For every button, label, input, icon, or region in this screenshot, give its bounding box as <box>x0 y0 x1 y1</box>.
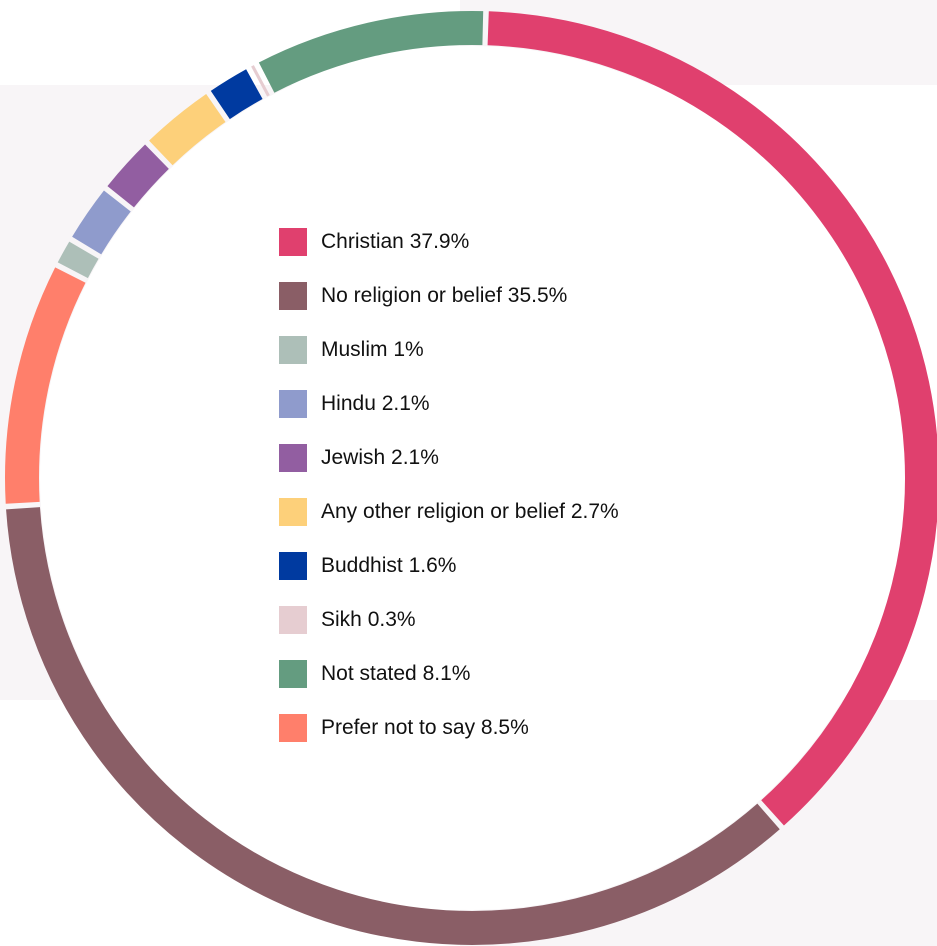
legend-value: 0.3% <box>368 608 416 631</box>
legend-swatch <box>279 336 307 364</box>
donut-segment <box>258 11 484 93</box>
legend-label: Sikh 0.3% <box>321 608 416 631</box>
legend-swatch <box>279 444 307 472</box>
donut-segment <box>107 144 169 208</box>
legend-label: No religion or belief 35.5% <box>321 284 567 307</box>
legend-name: Muslim <box>321 338 388 361</box>
donut-segment <box>57 241 99 279</box>
legend-value: 2.7% <box>571 500 619 523</box>
legend-name: Jewish <box>321 446 385 469</box>
legend-value: 2.1% <box>382 392 430 415</box>
legend-swatch <box>279 552 307 580</box>
donut-segment <box>251 65 270 97</box>
donut-segment <box>487 11 937 826</box>
legend-swatch <box>279 390 307 418</box>
legend-label: Any other religion or belief 2.7% <box>321 500 619 523</box>
legend-name: Not stated <box>321 662 417 685</box>
legend-label: Prefer not to say 8.5% <box>321 716 529 739</box>
legend-name: Buddhist <box>321 554 403 577</box>
legend-label: Muslim 1% <box>321 338 424 361</box>
donut-segment <box>6 507 780 945</box>
legend-swatch <box>279 660 307 688</box>
donut-segment <box>5 267 86 504</box>
legend-label: Jewish 2.1% <box>321 446 439 469</box>
legend-swatch <box>279 282 307 310</box>
legend-value: 1% <box>393 338 423 361</box>
donut-hole <box>40 46 904 910</box>
legend-swatch <box>279 228 307 256</box>
legend-label: Christian 37.9% <box>321 230 469 253</box>
legend-swatch <box>279 606 307 634</box>
legend-name: Hindu <box>321 392 376 415</box>
legend-value: 37.9% <box>410 230 470 253</box>
legend-name: Any other religion or belief <box>321 500 565 523</box>
donut-segment <box>210 69 263 120</box>
legend-name: Prefer not to say <box>321 716 476 739</box>
legend-value: 2.1% <box>391 446 439 469</box>
donut-segment <box>72 190 131 255</box>
legend-name: Sikh <box>321 608 362 631</box>
legend-swatch <box>279 714 307 742</box>
legend-name: Christian <box>321 230 404 253</box>
legend-name: No religion or belief <box>321 284 502 307</box>
legend-value: 8.1% <box>423 662 471 685</box>
legend-value: 8.5% <box>481 716 529 739</box>
legend-label: Buddhist 1.6% <box>321 554 456 577</box>
legend-value: 1.6% <box>409 554 457 577</box>
donut-segment <box>149 94 226 166</box>
legend-swatch <box>279 498 307 526</box>
legend-label: Not stated 8.1% <box>321 662 470 685</box>
legend-label: Hindu 2.1% <box>321 392 430 415</box>
legend-value: 35.5% <box>508 284 568 307</box>
